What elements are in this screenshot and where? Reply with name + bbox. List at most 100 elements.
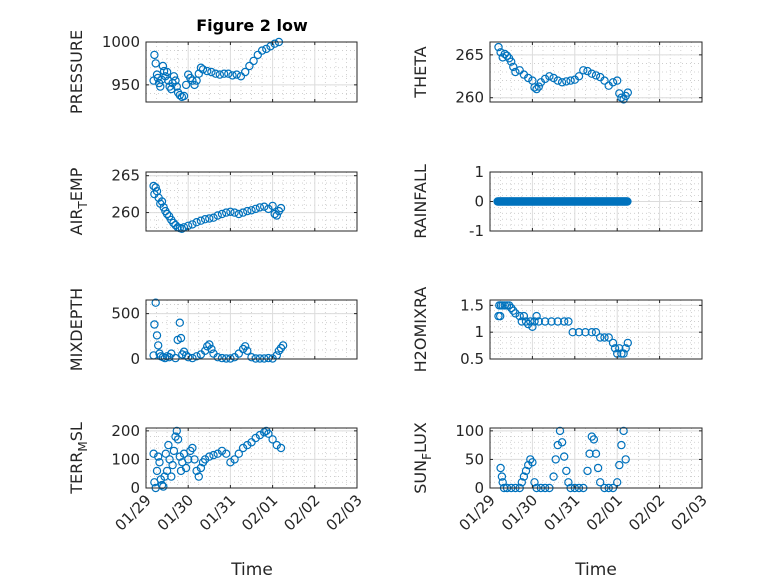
data-point	[494, 42, 503, 52]
data-point	[181, 463, 191, 473]
data-point	[228, 71, 237, 80]
data-point	[196, 216, 206, 225]
data-point	[159, 482, 168, 491]
data-point	[562, 77, 571, 86]
y-tick-label: 260	[111, 204, 140, 222]
data-point	[238, 208, 248, 217]
data-point	[621, 455, 630, 464]
data-point	[623, 197, 632, 206]
data-point	[232, 70, 241, 79]
data-point	[549, 73, 558, 83]
data-point	[515, 66, 524, 75]
data-point	[617, 93, 626, 102]
data-point	[511, 309, 520, 318]
data-point	[224, 69, 233, 78]
data-point	[532, 311, 541, 321]
data-point	[521, 317, 531, 326]
data-point	[528, 322, 537, 331]
data-point	[507, 303, 516, 313]
data-point	[226, 207, 235, 216]
data-point	[221, 208, 231, 217]
data-point	[526, 317, 535, 326]
data-point	[190, 455, 199, 464]
data-point	[167, 84, 176, 94]
data-point	[540, 317, 550, 326]
y-tick-label: 1	[474, 163, 484, 181]
data-point	[157, 480, 167, 490]
data-point	[205, 340, 214, 349]
axes-background	[490, 428, 702, 488]
data-point	[236, 72, 246, 81]
y-axis-label: AIRTEMP	[67, 167, 90, 235]
data-point	[168, 460, 177, 470]
data-point	[555, 426, 565, 436]
data-point	[238, 443, 248, 453]
data-point	[190, 80, 199, 90]
data-point	[507, 57, 516, 66]
data-point	[553, 317, 563, 326]
data-point	[249, 56, 258, 66]
x-tick-label: 02/01	[583, 491, 626, 534]
x-tick-label: 02/01	[238, 491, 281, 534]
data-point	[171, 353, 180, 363]
data-point	[619, 349, 628, 358]
data-point	[617, 349, 626, 358]
data-point	[251, 433, 260, 443]
data-point	[151, 59, 160, 68]
data-point	[183, 455, 193, 464]
y-tick-label: 1	[474, 323, 484, 341]
data-point	[202, 66, 212, 76]
data-point	[213, 449, 222, 458]
data-point	[619, 426, 628, 436]
data-point	[192, 352, 201, 361]
data-point	[247, 438, 256, 447]
subplot-air-temp: 260 265 AIRTEMP	[67, 167, 358, 235]
y-tick-label: 260	[455, 89, 484, 107]
data-point	[496, 463, 505, 473]
data-point	[200, 455, 210, 464]
data-point	[198, 65, 208, 74]
data-point	[172, 82, 181, 91]
data-point	[530, 478, 539, 487]
data-point	[579, 66, 588, 75]
data-point	[496, 48, 505, 57]
y-axis-label: TERRMSL	[67, 422, 90, 495]
data-point	[596, 478, 605, 487]
data-point	[524, 73, 533, 83]
y-tick-label: 1.5	[460, 296, 484, 314]
axes-frame	[145, 299, 358, 360]
data-point	[509, 62, 518, 72]
data-point	[608, 338, 618, 348]
axes-frame	[489, 427, 703, 489]
data-point	[521, 466, 531, 476]
data-point	[209, 450, 218, 460]
data-point	[532, 84, 541, 94]
data-point	[219, 69, 229, 78]
axes-frame	[489, 299, 703, 360]
data-point	[188, 220, 197, 229]
data-point	[502, 51, 512, 60]
data-point	[517, 478, 527, 487]
y-tick-label: 0	[474, 479, 484, 497]
data-point	[608, 78, 618, 87]
data-point	[161, 449, 170, 458]
data-point	[497, 472, 507, 481]
data-point	[151, 183, 160, 192]
x-tick-label: 01/31	[540, 491, 583, 534]
y-tick-label: 50	[465, 450, 484, 468]
data-point	[205, 452, 214, 461]
data-point	[591, 449, 601, 458]
data-point	[560, 317, 569, 326]
data-point	[153, 341, 163, 350]
data-point	[234, 349, 243, 358]
data-point	[162, 466, 172, 476]
data-point	[245, 61, 254, 71]
data-point	[151, 298, 160, 307]
data-point	[272, 440, 281, 450]
data-point	[175, 90, 184, 100]
y-tick-label: 200	[111, 422, 140, 440]
data-point	[205, 214, 214, 223]
data-point	[264, 353, 273, 363]
y-axis-label: SUNFLUX	[411, 422, 434, 494]
data-point	[240, 342, 250, 351]
